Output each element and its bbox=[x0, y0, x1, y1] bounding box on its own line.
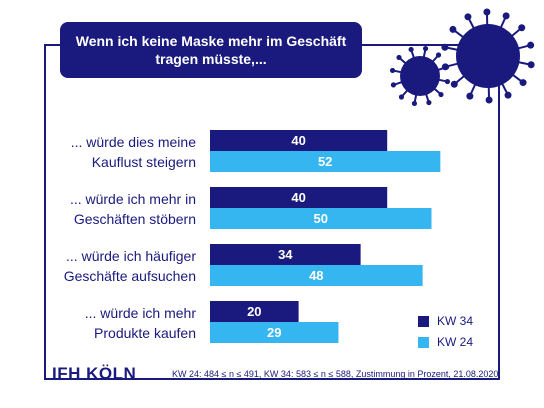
data-label: 40 bbox=[291, 190, 305, 205]
bar bbox=[210, 130, 388, 151]
bar bbox=[210, 244, 361, 265]
legend-item-kw34: KW 34 bbox=[418, 312, 473, 330]
bar bbox=[210, 187, 388, 208]
footnote: KW 24: 484 ≤ n ≤ 491, KW 34: 583 ≤ n ≤ 5… bbox=[172, 369, 499, 379]
data-label: 48 bbox=[309, 268, 323, 283]
data-label: 40 bbox=[291, 133, 305, 148]
data-label: 52 bbox=[318, 154, 332, 169]
coronavirus-icon bbox=[441, 8, 535, 104]
category-label: ... würde dies meine bbox=[71, 134, 196, 150]
coronavirus-icon bbox=[389, 45, 451, 107]
category-label: Geschäfte aufsuchen bbox=[64, 268, 196, 284]
title-line-2: tragen müsste,... bbox=[155, 51, 267, 67]
data-label: 34 bbox=[278, 247, 293, 262]
legend-swatch bbox=[418, 336, 429, 348]
title-line-1: Wenn ich keine Maske mehr im Geschäft bbox=[75, 33, 347, 49]
ifh-logo: IFH KÖLN bbox=[52, 364, 137, 383]
legend-swatch bbox=[418, 315, 429, 327]
legend-label: KW 34 bbox=[437, 314, 474, 328]
legend-label: KW 24 bbox=[437, 335, 474, 349]
bar bbox=[210, 208, 432, 229]
category-label: ... würde ich mehr in bbox=[70, 191, 196, 207]
category-label: ... würde ich häufiger bbox=[66, 248, 196, 264]
bar bbox=[210, 322, 339, 343]
data-label: 50 bbox=[314, 211, 328, 226]
bar bbox=[210, 301, 299, 322]
bar bbox=[210, 265, 423, 286]
data-label: 20 bbox=[247, 304, 261, 319]
legend-item-kw24: KW 24 bbox=[418, 333, 473, 351]
legend: KW 34 KW 24 bbox=[418, 312, 473, 354]
data-label: 29 bbox=[267, 325, 281, 340]
category-label: Kauflust steigern bbox=[92, 154, 196, 170]
category-label: ... würde ich mehr bbox=[85, 305, 197, 321]
category-label: Geschäften stöbern bbox=[74, 211, 196, 227]
category-label: Produkte kaufen bbox=[94, 325, 196, 341]
bar bbox=[210, 151, 441, 172]
chart-title: Wenn ich keine Maske mehr im Geschäft tr… bbox=[60, 22, 362, 78]
